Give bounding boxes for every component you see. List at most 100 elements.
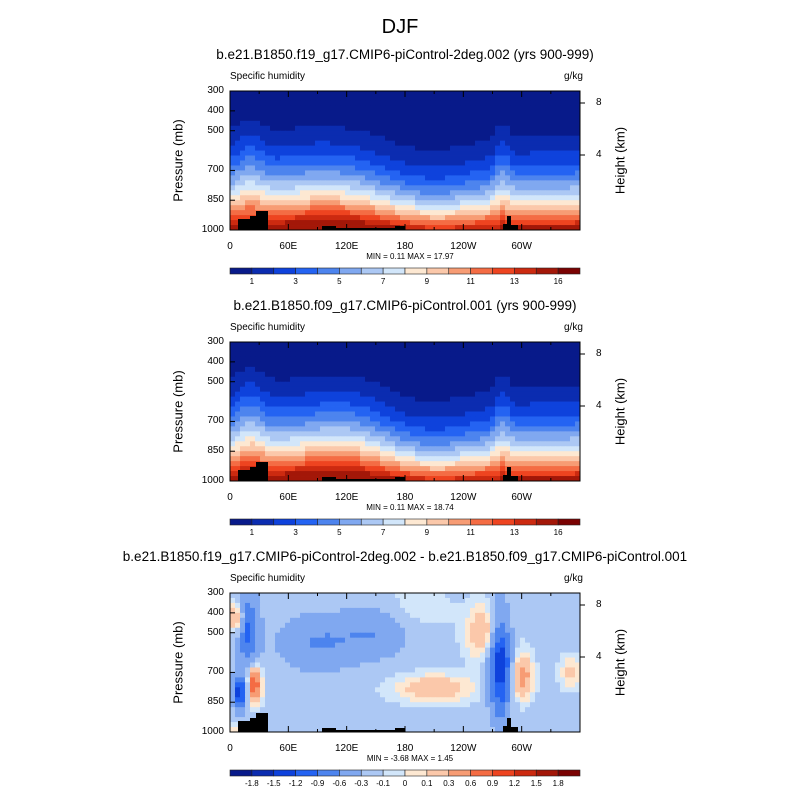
contour-cell <box>330 411 336 417</box>
contour-cell <box>435 451 441 457</box>
contour-cell <box>510 130 516 137</box>
contour-cell <box>255 652 261 658</box>
contour-cell <box>570 170 576 176</box>
contour-cell <box>395 391 401 397</box>
contour-cell <box>510 446 516 452</box>
contour-cell <box>450 632 456 639</box>
contour-cell <box>330 200 336 206</box>
contour-cell <box>360 602 366 609</box>
contour-cell <box>535 175 541 181</box>
contour-cell <box>355 622 361 629</box>
contour-cell <box>380 175 386 181</box>
contour-cell <box>540 617 546 624</box>
contour-cell <box>535 95 541 102</box>
contour-cell <box>500 135 506 142</box>
contour-cell <box>370 366 376 373</box>
contour-cell <box>240 155 246 161</box>
contour-cell <box>435 115 441 122</box>
contour-cell <box>515 371 521 378</box>
contour-cell <box>565 602 571 609</box>
contour-cell <box>385 120 391 127</box>
contour-cell <box>495 637 501 644</box>
contour-cell <box>320 461 326 467</box>
contour-cell <box>530 130 536 137</box>
contour-cell <box>335 210 341 216</box>
contour-cell <box>485 95 491 102</box>
contour-cell <box>530 647 536 653</box>
contour-cell <box>485 451 491 457</box>
contour-cell <box>520 356 526 363</box>
contour-cell <box>530 401 536 407</box>
contour-cell <box>435 461 441 467</box>
contour-cell <box>480 652 486 658</box>
contour-cell <box>535 130 541 137</box>
colorbar-swatch <box>557 518 581 526</box>
contour-cell <box>490 411 496 417</box>
contour-cell <box>355 366 361 373</box>
contour-cell <box>470 130 476 137</box>
contour-cell <box>505 416 511 422</box>
contour-cell <box>365 376 371 383</box>
contour-cell <box>445 215 451 221</box>
contour-cell <box>335 657 341 663</box>
contour-cell <box>235 381 241 388</box>
contour-cell <box>445 622 451 629</box>
contour-cell <box>500 342 506 348</box>
contour-cell <box>350 200 356 206</box>
contour-cell <box>485 170 491 176</box>
contour-cell <box>310 627 316 634</box>
contour-cell <box>570 391 576 397</box>
contour-cell <box>320 180 326 186</box>
contour-cell <box>340 466 346 472</box>
contour-cell <box>230 461 236 467</box>
contour-cell <box>565 95 571 102</box>
contour-cell <box>230 140 236 146</box>
contour-cell <box>260 195 266 201</box>
contour-cell <box>365 165 371 171</box>
contour-cell <box>270 130 276 137</box>
contour-cell <box>230 593 236 599</box>
contour-cell <box>270 175 276 181</box>
contour-cell <box>320 215 326 221</box>
contour-cell <box>280 622 286 629</box>
contour-cell <box>520 95 526 102</box>
contour-cell <box>395 140 401 146</box>
contour-cell <box>340 361 346 368</box>
contour-cell <box>410 115 416 122</box>
contour-cell <box>255 431 261 437</box>
contour-cell <box>555 612 561 619</box>
contour-cell <box>240 180 246 186</box>
contour-cell <box>300 416 306 422</box>
contour-cell <box>565 210 571 216</box>
contour-cell <box>260 396 266 402</box>
contour-cell <box>380 346 386 353</box>
contour-cell <box>230 406 236 412</box>
contour-cell <box>405 657 411 663</box>
contour-cell <box>515 110 521 117</box>
contour-cell <box>390 346 396 353</box>
contour-cell <box>280 593 286 599</box>
contour-cell <box>445 451 451 457</box>
contour-cell <box>325 456 331 462</box>
contour-cell <box>505 622 511 629</box>
contour-cell <box>255 130 261 137</box>
contour-cell <box>245 391 251 397</box>
contour-cell <box>440 110 446 117</box>
contour-cell <box>460 205 466 211</box>
contour-cell <box>230 627 236 634</box>
contour-cell <box>570 95 576 102</box>
contour-cell <box>265 386 271 393</box>
contour-cell <box>565 632 571 639</box>
contour-cell <box>450 130 456 137</box>
contour-cell <box>340 105 346 112</box>
contour-cell <box>280 406 286 412</box>
contour-cell <box>525 607 531 614</box>
contour-cell <box>465 371 471 378</box>
contour-cell <box>485 456 491 462</box>
contour-cell <box>525 416 531 422</box>
contour-cell <box>275 361 281 368</box>
contour-cell <box>345 476 351 482</box>
contour-cell <box>300 637 306 644</box>
contour-cell <box>360 627 366 634</box>
contour-cell <box>535 200 541 206</box>
